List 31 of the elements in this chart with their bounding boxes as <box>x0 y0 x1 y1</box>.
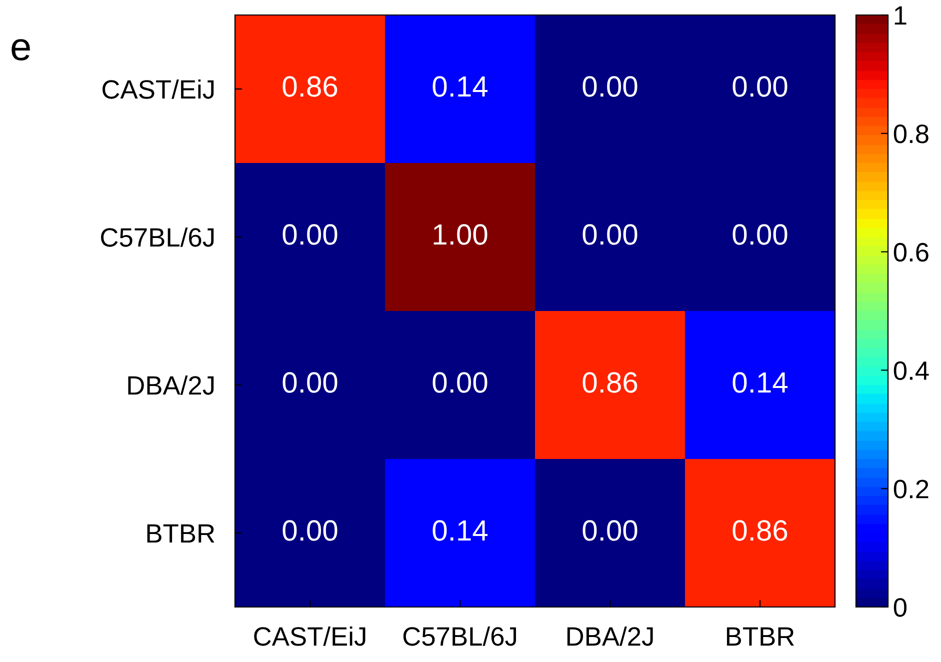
text: e <box>12 39 30 60</box>
color-bar-label: 0.2 <box>894 480 928 498</box>
data-label: 0.00 <box>282 224 338 245</box>
y-tick-label: C57BL/6J <box>101 227 214 247</box>
data-label: 0.86 <box>282 76 338 97</box>
data-label: 0.00 <box>282 372 338 393</box>
color-bar-label: 0.6 <box>894 242 928 262</box>
y-tick-label: DBA/2J <box>128 375 214 395</box>
data-label: 0.00 <box>432 372 488 393</box>
data-label: 0.00 <box>732 224 788 245</box>
data-label: 0.86 <box>582 372 638 393</box>
color-bar-label: 0.8 <box>894 124 928 144</box>
y-tick-label: BTBR <box>147 524 214 543</box>
data-label: 0.14 <box>432 520 488 541</box>
data-label: 0.00 <box>582 76 638 97</box>
data-label: 0.00 <box>582 520 638 541</box>
y-tick-label: CAST/EiJ <box>102 79 214 99</box>
x-tick-label: DBA/2J <box>567 626 653 646</box>
data-label: 0.00 <box>582 224 638 245</box>
color-bar-label: 0.4 <box>894 361 929 380</box>
x-tick-label: BTBR <box>726 627 794 646</box>
x-tick-label: C57BL/6J <box>403 626 516 646</box>
data-label: 1.00 <box>434 224 488 245</box>
color-bar-label: 0 <box>894 598 907 617</box>
data-label: 0.00 <box>732 76 788 97</box>
data-label: 0.14 <box>732 372 788 393</box>
data-label: 0.14 <box>432 76 488 97</box>
x-tick-label: CAST/EiJ <box>254 626 366 646</box>
data-label: 0.00 <box>282 520 338 541</box>
data-label: 0.86 <box>732 520 788 541</box>
color-bar-label: 1 <box>894 6 906 25</box>
